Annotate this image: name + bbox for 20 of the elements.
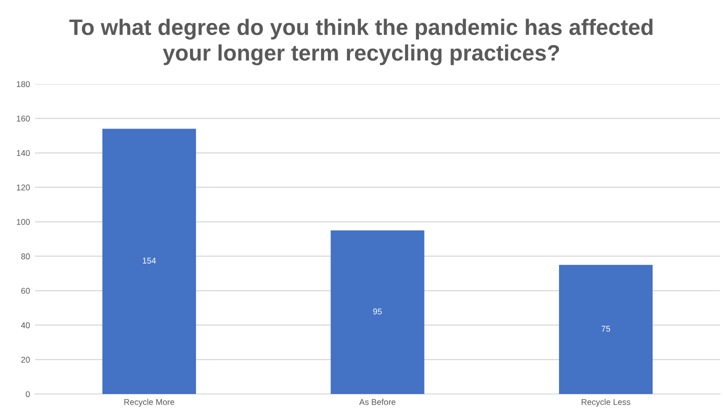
bar: [102, 128, 196, 394]
y-tick-label: 140: [16, 150, 30, 156]
y-tick-label: 60: [21, 288, 30, 294]
y-tick-label: 0: [26, 391, 30, 398]
bar: [559, 264, 653, 394]
x-tick-label: Recycle More: [124, 398, 174, 407]
data-label: 95: [373, 308, 382, 314]
data-label: 75: [602, 326, 610, 332]
y-tick-label: 20: [21, 356, 30, 363]
bar: [330, 230, 424, 394]
x-tick-label: Recycle Less: [582, 398, 630, 407]
y-tick-label: 40: [21, 322, 30, 328]
data-label: 154: [142, 258, 156, 264]
y-tick-label: 80: [21, 253, 30, 260]
y-tick-label: 160: [16, 116, 30, 122]
y-tick-label: 120: [16, 184, 30, 190]
y-tick-label: 100: [16, 218, 30, 225]
chart-title: To what degree do you think the pandemic has affected your longer term recycling practices?: [69, 18, 652, 66]
x-tick-label: As Before: [359, 398, 396, 405]
y-tick-label: 180: [16, 81, 30, 88]
